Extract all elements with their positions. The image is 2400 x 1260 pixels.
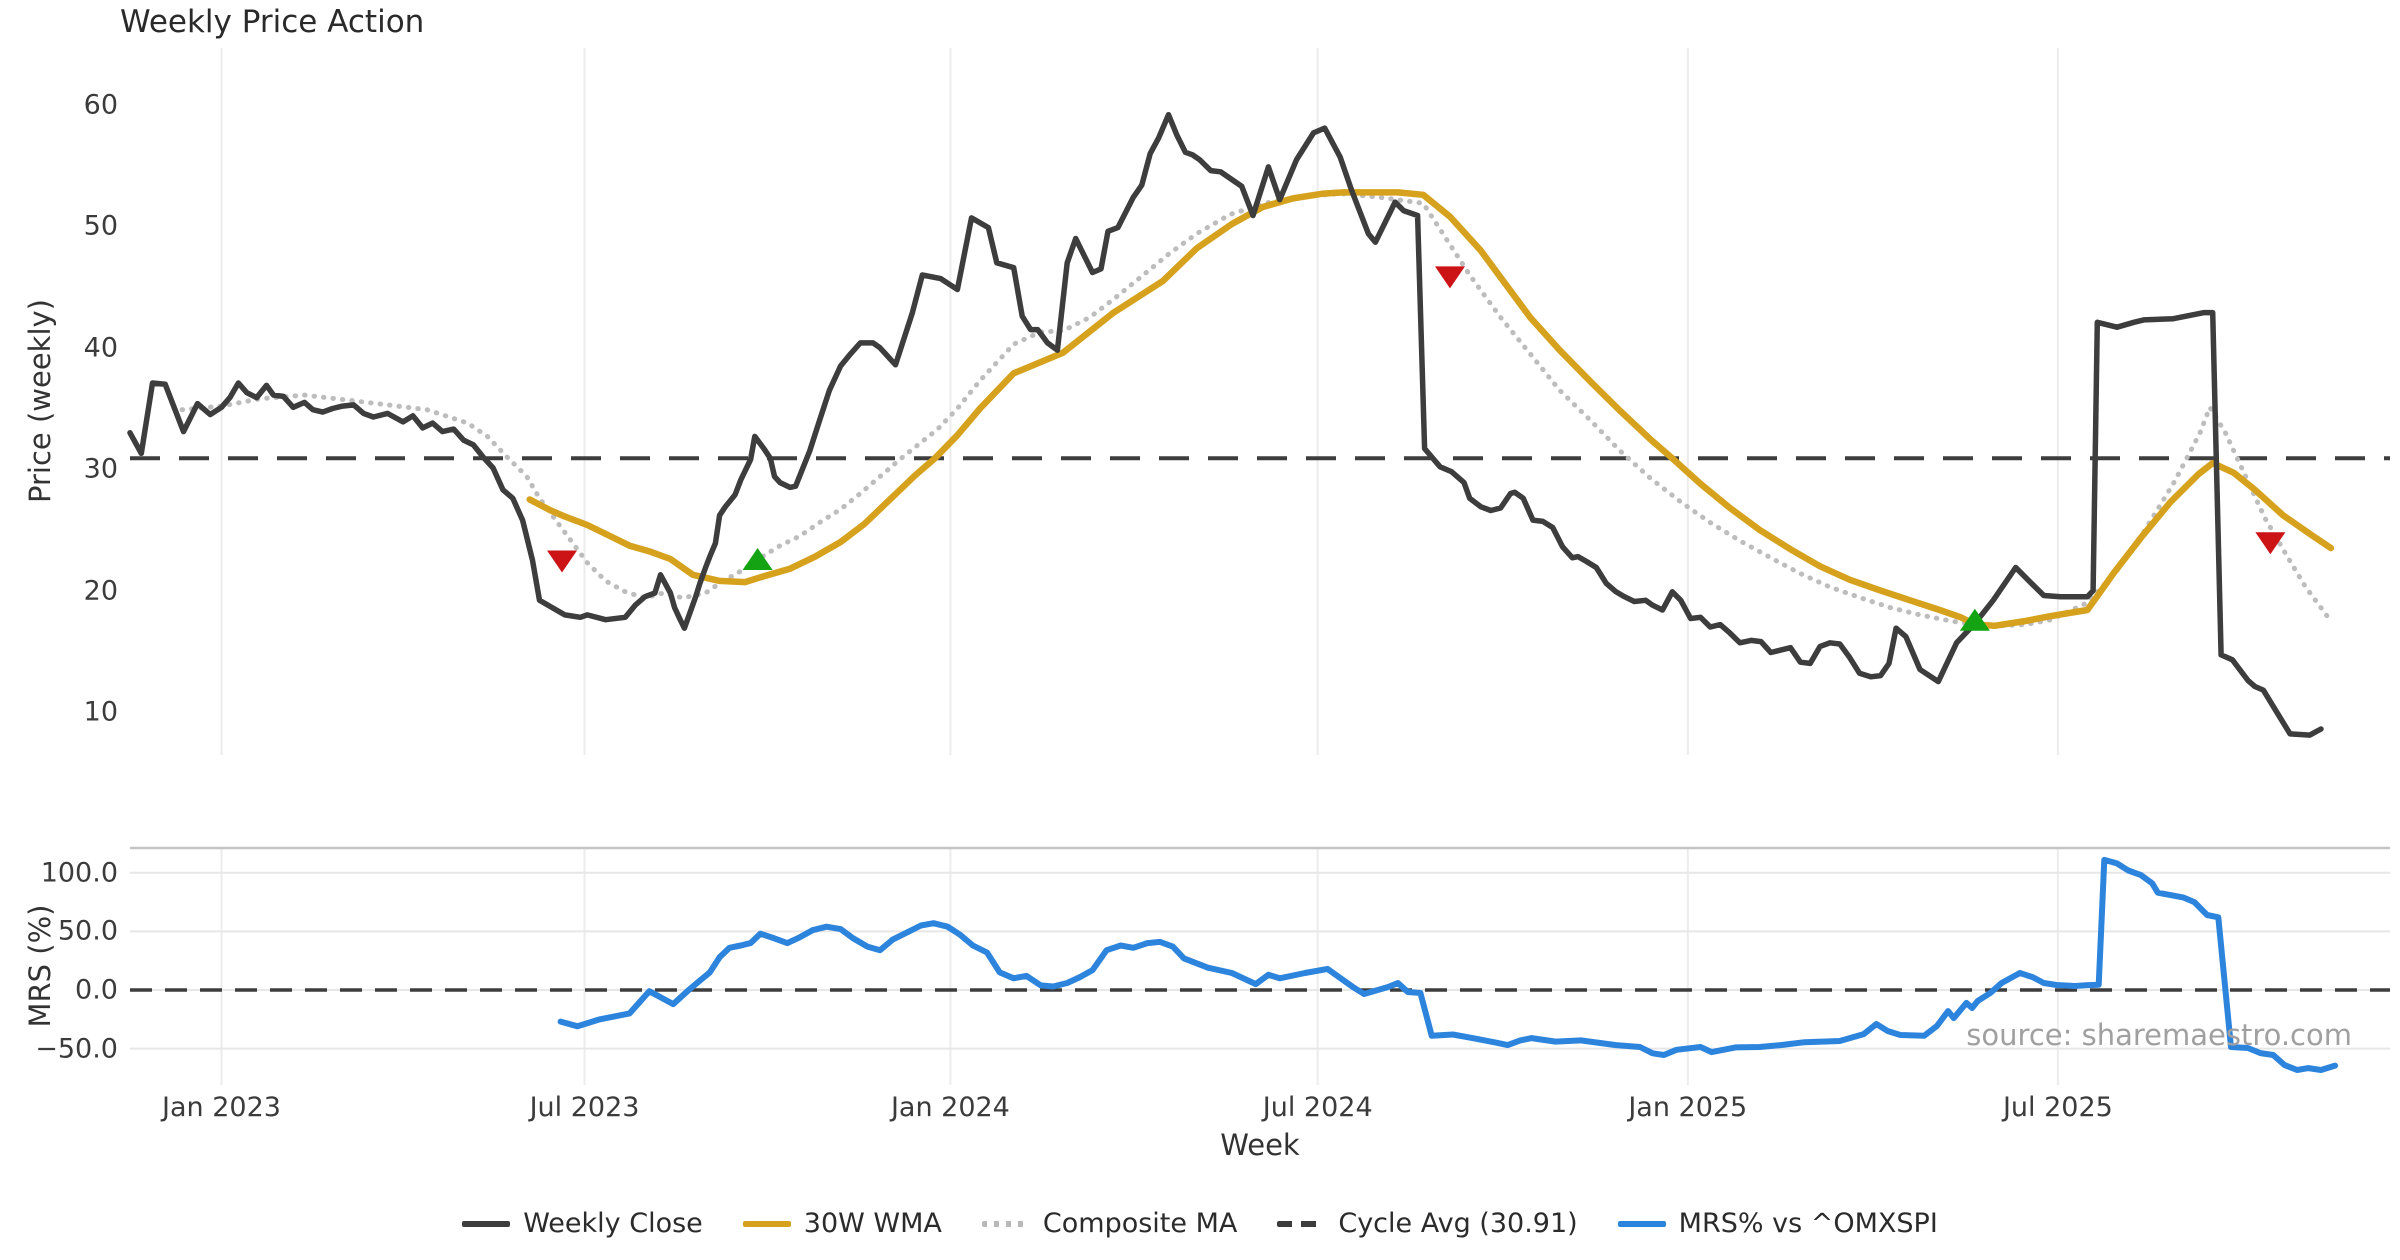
source-note: source: sharemaestro.com xyxy=(1966,1018,2352,1052)
mrs-tick-label: −50.0 xyxy=(35,1033,118,1065)
chart-title: Weekly Price Action xyxy=(120,4,425,40)
price-axis-label: Price (weekly) xyxy=(23,298,57,504)
week-tick-label: Jan 2024 xyxy=(890,1092,1010,1123)
composite-ma-line xyxy=(179,191,2331,629)
buy-signal-marker xyxy=(742,548,773,571)
weekly-close-line xyxy=(127,111,2324,738)
mrs-axis-label: MRS (%) xyxy=(23,904,57,1028)
sell-signal-marker xyxy=(2255,532,2286,555)
sell-signal-marker xyxy=(547,550,578,573)
legend-label: 30W WMA xyxy=(803,1208,942,1239)
mrs-tick-label: 0.0 xyxy=(75,974,118,1006)
legend-swatch xyxy=(981,1220,1030,1227)
legend-swatch xyxy=(462,1220,511,1227)
week-tick-label: Jan 2025 xyxy=(1628,1092,1748,1123)
price-tick-label: 40 xyxy=(83,332,118,364)
week-axis-label: Week xyxy=(1220,1128,1300,1162)
mrs-tick-label: 100.0 xyxy=(40,857,118,889)
legend-label: MRS% vs ^OMXSPI xyxy=(1678,1208,1938,1239)
legend-item-30w-wma: 30W WMA xyxy=(742,1208,942,1239)
legend-label: Composite MA xyxy=(1042,1208,1238,1239)
price-tick-label: 20 xyxy=(83,575,118,607)
price-tick-label: 10 xyxy=(83,696,118,728)
legend-swatch xyxy=(742,1220,791,1227)
price-tick-label: 50 xyxy=(83,210,118,242)
buy-signal-marker xyxy=(1959,608,1990,631)
legend-label: Cycle Avg (30.91) xyxy=(1338,1208,1578,1239)
mrs-line xyxy=(557,856,2339,1073)
chart-legend: Weekly Close 30W WMA Composite MA Cycle Avg… xyxy=(0,1208,2400,1239)
legend-swatch xyxy=(1277,1220,1326,1227)
price-tick-label: 30 xyxy=(83,453,118,485)
legend-item-composite-ma: Composite MA xyxy=(981,1208,1238,1239)
legend-item-mrs-vs-omxspi: MRS% vs ^OMXSPI xyxy=(1617,1208,1938,1239)
legend-item-weekly-close: Weekly Close xyxy=(462,1208,703,1239)
week-tick-label: Jul 2024 xyxy=(1262,1092,1373,1123)
price-tick-label: 60 xyxy=(83,89,118,121)
week-tick-label: Jul 2023 xyxy=(529,1092,640,1123)
legend-swatch xyxy=(1617,1220,1666,1227)
legend-label: Weekly Close xyxy=(523,1208,703,1239)
week-tick-label: Jan 2023 xyxy=(162,1092,281,1123)
wma-line xyxy=(526,189,2335,630)
legend-item-cycle-avg-30-91-: Cycle Avg (30.91) xyxy=(1277,1208,1578,1239)
mrs-tick-label: 50.0 xyxy=(57,915,118,947)
sell-signal-marker xyxy=(1434,266,1465,289)
week-tick-label: Jul 2025 xyxy=(2002,1092,2113,1123)
